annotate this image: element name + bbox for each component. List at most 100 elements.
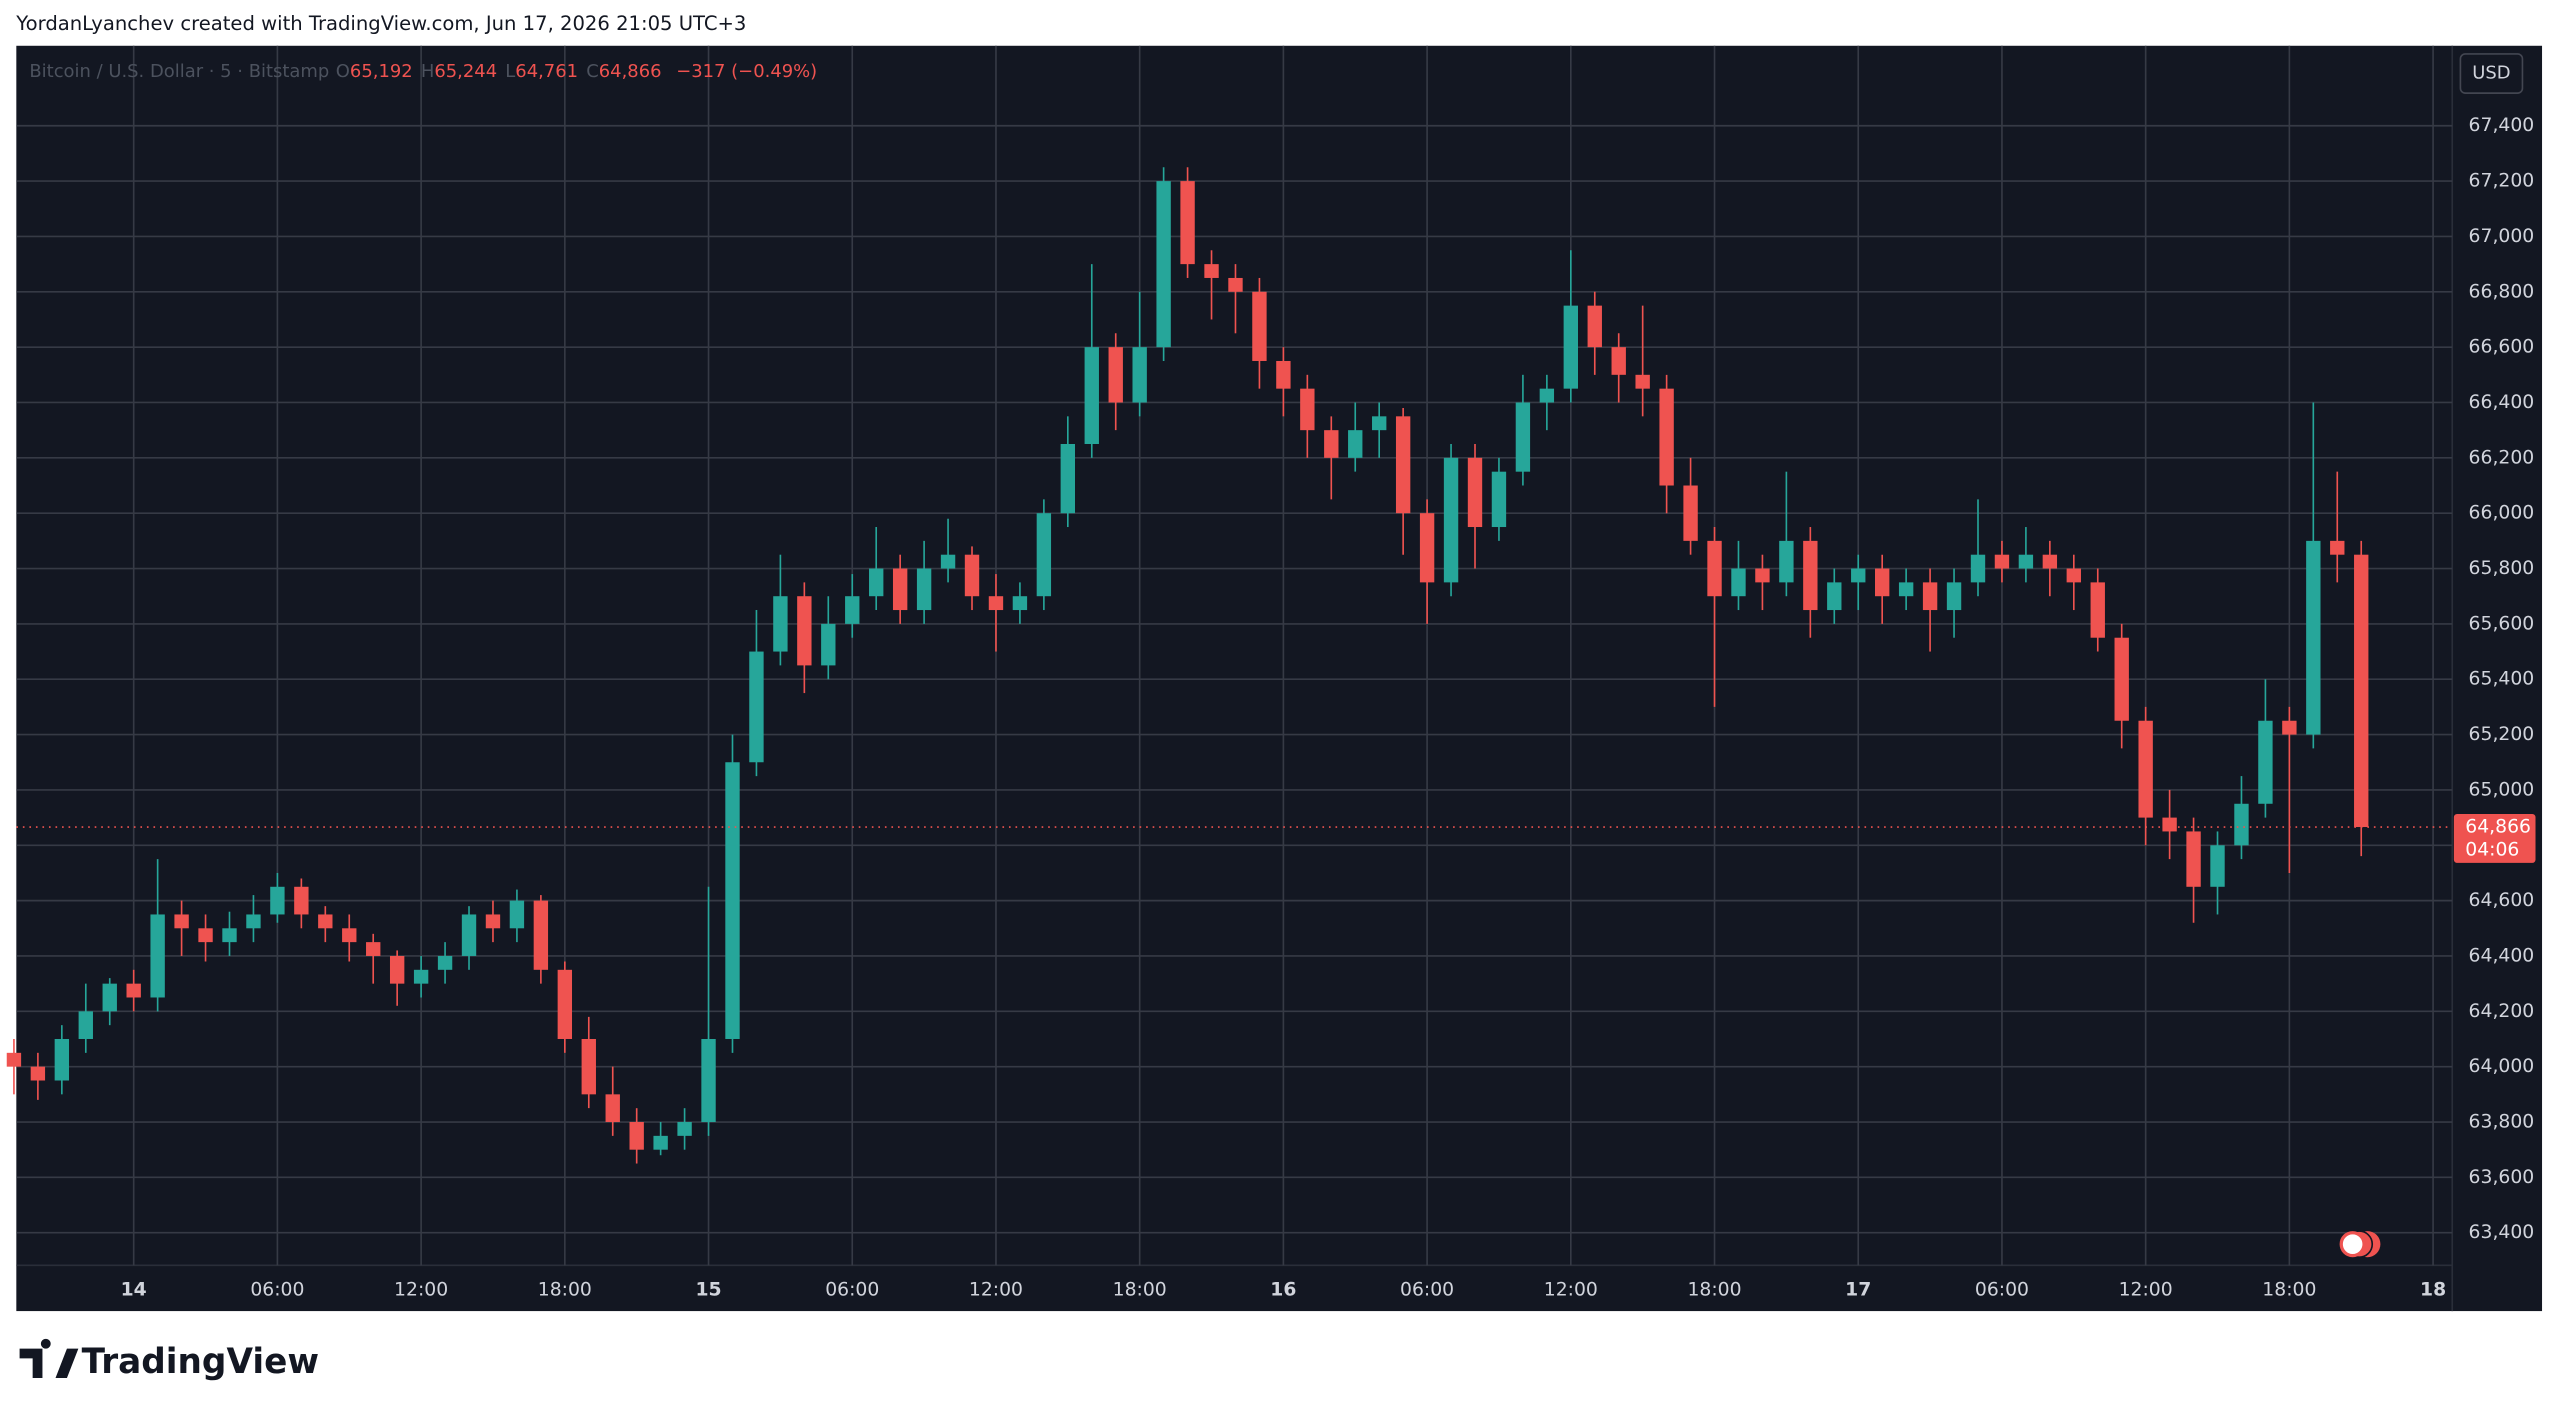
currency-box[interactable] <box>2459 53 2524 94</box>
candle-body <box>1755 568 1770 583</box>
candle-body <box>869 568 884 597</box>
candle-body <box>1228 277 1243 292</box>
candle-body <box>701 1038 716 1123</box>
y-tick-label: 64,400 <box>2469 945 2535 966</box>
last-price-label: 64,866 <box>2465 817 2531 838</box>
candle-body <box>270 886 285 915</box>
candle-body <box>485 914 501 929</box>
candle-body <box>1922 582 1938 611</box>
legend-value: 64,866 <box>599 61 662 82</box>
candle-body <box>533 900 549 970</box>
y-tick-label: 66,800 <box>2469 281 2535 302</box>
candle-body <box>940 554 956 569</box>
candle-body <box>1300 388 1315 431</box>
candle-body <box>2114 637 2129 721</box>
candle-body <box>54 1038 70 1081</box>
y-tick-label: 65,200 <box>2469 724 2535 745</box>
currency[interactable]: USD <box>2472 63 2510 84</box>
candle-body <box>1156 181 1171 348</box>
candle-body <box>797 596 812 666</box>
candle-body <box>1515 402 1531 472</box>
candle-body <box>1036 513 1052 597</box>
last-price-box <box>2453 813 2536 863</box>
x-tick-label: 06:00 <box>1400 1279 1454 1300</box>
x-tick-label: 18:00 <box>1687 1279 1741 1300</box>
x-tick-label: 12:00 <box>969 1279 1023 1300</box>
y-tick-label: 63,400 <box>2469 1222 2535 1243</box>
y-tick-label: 67,000 <box>2469 226 2535 247</box>
overlay: USD Bitcoin / U.S. Dollar · 5 · Bitstamp… <box>16 53 2536 1300</box>
candle-body <box>629 1122 644 1150</box>
x-tick-label: 18:00 <box>1113 1279 1167 1300</box>
candle-body <box>2330 540 2345 555</box>
y-tick-label: 64,000 <box>2469 1056 2535 1077</box>
candle-body <box>1180 181 1195 265</box>
candle-body <box>749 651 764 763</box>
candle-body <box>1539 388 1555 403</box>
candle-body <box>1827 582 1842 611</box>
candle-body <box>964 554 980 597</box>
x-tick-label: 15 <box>695 1279 721 1300</box>
candle-body <box>1491 471 1507 528</box>
candle-body <box>1731 568 1746 597</box>
candle-body <box>1563 305 1578 389</box>
candle-body <box>2306 540 2321 735</box>
candle-body <box>1132 347 1147 403</box>
y-tick-label: 63,800 <box>2469 1112 2535 1133</box>
candle-body <box>821 623 836 666</box>
candle-body <box>78 1011 93 1039</box>
candle-body <box>1084 347 1099 445</box>
candle-body <box>461 914 477 956</box>
candle-body <box>246 914 261 929</box>
candle-body <box>198 928 213 943</box>
candle-body <box>222 928 237 943</box>
legend-key: O <box>336 61 350 82</box>
candle-body <box>2258 720 2273 804</box>
y-tick-label: 64,200 <box>2469 1001 2535 1022</box>
candle-body <box>6 1052 22 1067</box>
candle-body <box>988 596 1004 611</box>
x-tick-label: 06:00 <box>250 1279 304 1300</box>
credit: YordanLyanchev created with TradingView.… <box>15 12 746 35</box>
x-tick-label: 06:00 <box>825 1279 879 1300</box>
candle-body <box>2018 554 2034 569</box>
candle-body <box>2162 817 2177 832</box>
candle-body <box>1395 416 1411 514</box>
logo-text: TradingView <box>82 1342 319 1382</box>
candle-body <box>150 914 165 998</box>
candle-body <box>1611 347 1626 375</box>
x-tick-label: 12:00 <box>394 1279 448 1300</box>
y-tick-label: 63,600 <box>2469 1167 2535 1188</box>
legend-value: 65,192 <box>350 61 413 82</box>
y-tick-label: 66,400 <box>2469 392 2535 413</box>
candle-body <box>892 568 908 611</box>
candle-body <box>1324 430 1339 458</box>
candle-body <box>509 900 525 929</box>
legend-value: 65,244 <box>434 61 497 82</box>
candle-body <box>1467 457 1483 528</box>
candle-body <box>1204 264 1219 278</box>
candle-body <box>1946 582 1962 611</box>
y-tick-label: 66,200 <box>2469 447 2535 468</box>
candle-body <box>2234 803 2249 846</box>
candle-body <box>1707 540 1722 597</box>
candle-body <box>1012 596 1028 611</box>
candle-body <box>581 1038 596 1095</box>
legend-key: L <box>505 61 515 82</box>
y-tick-label: 66,600 <box>2469 337 2535 358</box>
candle-body <box>342 928 357 943</box>
candle-body <box>126 983 141 998</box>
event-icon[interactable] <box>2339 1230 2381 1259</box>
candle-body <box>102 983 117 1012</box>
x-tick-label: 18 <box>2420 1279 2446 1300</box>
candle-body <box>1108 347 1123 403</box>
candle-body <box>2282 720 2297 735</box>
x-tick-label: 18:00 <box>538 1279 592 1300</box>
candle-body <box>1443 457 1459 583</box>
candle-body <box>1779 540 1794 583</box>
candle-body <box>1060 444 1076 514</box>
candle-body <box>389 955 405 984</box>
legend-value: 64,761 <box>515 61 578 82</box>
y-tick-label: 65,600 <box>2469 613 2535 634</box>
